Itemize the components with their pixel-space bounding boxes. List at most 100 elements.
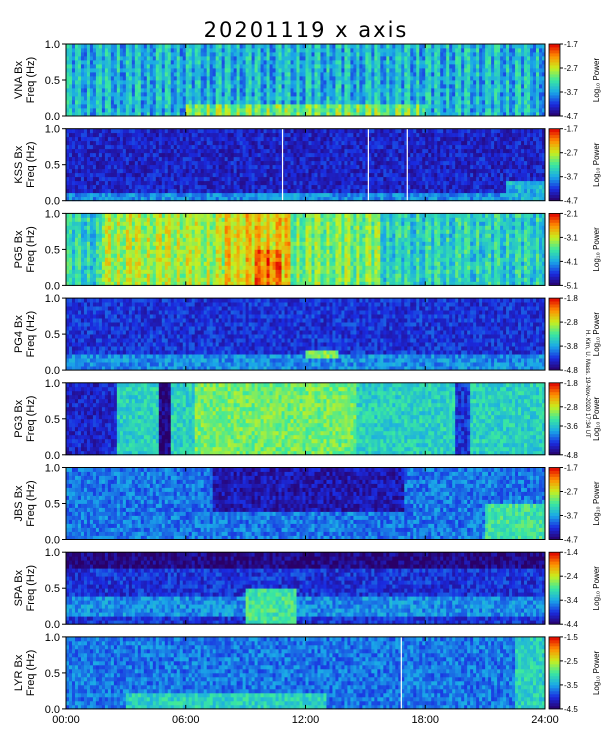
heatmap-cell	[227, 128, 232, 134]
heatmap-cell	[170, 188, 175, 194]
heatmap-cell	[350, 140, 354, 146]
heatmap-cell	[143, 100, 148, 105]
heatmap-cell	[158, 132, 163, 138]
heatmap-cell	[356, 140, 360, 146]
heatmap-cell	[422, 60, 426, 65]
heatmap-cell	[230, 72, 235, 77]
heatmap-cell	[449, 64, 453, 69]
heatmap-cell	[101, 180, 106, 186]
heatmap-cell	[332, 148, 336, 154]
heatmap-cell	[368, 76, 372, 81]
heatmap-cell	[89, 128, 94, 134]
heatmap-cell	[356, 60, 360, 65]
heatmap-cell	[215, 76, 220, 81]
heatmap-cell	[317, 156, 321, 162]
heatmap-cell	[146, 64, 151, 69]
heatmap-cell	[242, 64, 247, 69]
heatmap-cell	[203, 156, 208, 162]
heatmap-cell	[176, 60, 181, 65]
heatmap-cell	[524, 72, 528, 77]
heatmap-cell	[506, 52, 510, 57]
heatmap-cell	[281, 188, 285, 194]
heatmap-cell	[392, 72, 396, 77]
heatmap-cell	[170, 84, 175, 89]
heatmap-cell	[281, 104, 285, 109]
heatmap-cell	[308, 196, 312, 202]
heatmap-cell	[410, 88, 414, 93]
heatmap-cell	[401, 92, 405, 97]
heatmap-cell	[401, 84, 405, 89]
heatmap-cell	[158, 184, 163, 190]
heatmap-cell	[167, 132, 172, 138]
heatmap-cell	[326, 180, 330, 186]
heatmap-cell	[125, 184, 130, 190]
heatmap-cell	[71, 100, 76, 105]
heatmap-cell	[293, 188, 297, 194]
heatmap-cell	[365, 144, 369, 150]
heatmap-cell	[395, 132, 399, 138]
heatmap-cell	[350, 112, 354, 117]
heatmap-cell	[506, 68, 510, 73]
heatmap-cell	[500, 92, 504, 97]
heatmap-cell	[71, 76, 76, 81]
heatmap-cell	[152, 100, 157, 105]
heatmap-cell	[284, 136, 288, 142]
heatmap-cell	[317, 184, 321, 190]
heatmap-cell	[422, 48, 426, 53]
heatmap-cell	[386, 52, 390, 57]
heatmap-cell	[359, 156, 363, 162]
heatmap-cell	[146, 160, 151, 166]
heatmap-cell	[74, 136, 79, 142]
heatmap-cell	[443, 64, 447, 69]
heatmap-cell	[104, 192, 109, 198]
heatmap-cell	[191, 196, 196, 202]
heatmap-cell	[66, 136, 70, 142]
heatmap-cell	[230, 152, 235, 158]
heatmap-cell	[80, 184, 85, 190]
heatmap-cell	[380, 60, 384, 65]
heatmap-cell	[299, 172, 303, 178]
heatmap-cell	[218, 80, 223, 85]
heatmap-cell	[224, 160, 229, 166]
heatmap-cell	[371, 144, 375, 150]
heatmap-cell	[389, 108, 393, 113]
heatmap-cell	[434, 104, 438, 109]
heatmap-cell	[290, 180, 294, 186]
heatmap-cell	[257, 192, 261, 198]
heatmap-cell	[110, 188, 115, 194]
heatmap-cell	[353, 72, 357, 77]
heatmap-cell	[179, 100, 184, 105]
heatmap-cell	[533, 88, 537, 93]
heatmap-cell	[224, 112, 229, 117]
heatmap-cell	[284, 44, 288, 49]
heatmap-cell	[446, 92, 450, 97]
heatmap-cell	[362, 48, 366, 53]
heatmap-cell	[98, 196, 103, 202]
heatmap-cell	[323, 112, 327, 117]
heatmap-cell	[68, 140, 73, 146]
heatmap-cell	[116, 188, 121, 194]
heatmap-cell	[368, 148, 372, 154]
heatmap-cell	[533, 52, 537, 57]
heatmap-cell	[473, 68, 477, 73]
heatmap-cell	[215, 172, 220, 178]
heatmap-cell	[71, 48, 76, 53]
heatmap-cell	[182, 92, 187, 97]
heatmap-cell	[95, 96, 100, 101]
heatmap-cell	[326, 80, 330, 85]
heatmap-cell	[335, 160, 339, 166]
heatmap-cell	[329, 100, 333, 105]
heatmap-cell	[209, 160, 214, 166]
heatmap-cell	[284, 56, 288, 61]
heatmap-cell	[308, 168, 312, 174]
heatmap-cell	[146, 144, 151, 150]
heatmap-cell	[155, 188, 160, 194]
heatmap-cell	[152, 168, 157, 174]
heatmap-cell	[314, 96, 318, 101]
heatmap-cell	[512, 60, 516, 65]
heatmap-cell	[167, 180, 172, 186]
heatmap-cell	[440, 84, 444, 89]
heatmap-cell	[464, 112, 468, 117]
heatmap-cell	[443, 76, 447, 81]
heatmap-cell	[272, 104, 276, 109]
